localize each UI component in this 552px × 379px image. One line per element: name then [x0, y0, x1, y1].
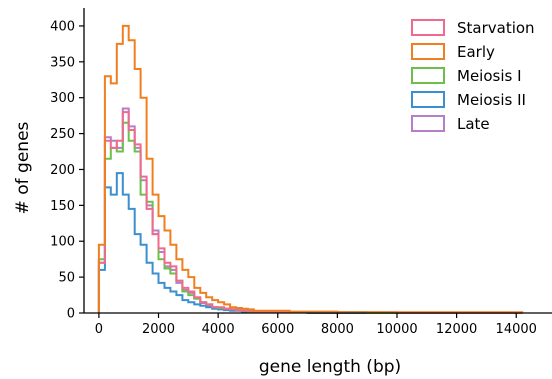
legend-label: Meiosis II: [457, 91, 526, 109]
x-tick-label: 6000: [261, 322, 294, 337]
x-tick-label: 14000: [496, 322, 537, 337]
x-tick-label: 0: [95, 322, 103, 337]
axes: [83, 8, 552, 314]
legend-label: Meiosis I: [457, 67, 522, 85]
x-tick-label: 2000: [142, 322, 175, 337]
legend-swatch: [411, 19, 445, 36]
y-tick-label: 250: [50, 127, 75, 142]
y-tick-label: 300: [50, 91, 75, 106]
plot-area: [97, 24, 524, 314]
series-line-early: [97, 24, 524, 314]
y-axis-title: # of genes: [13, 121, 33, 214]
y-tick-label: 150: [50, 199, 75, 214]
legend-label: Early: [457, 43, 495, 61]
legend-label: Late: [457, 115, 490, 133]
y-tick-label: 100: [50, 235, 75, 250]
x-axis-title: gene length (bp): [259, 357, 401, 377]
legend: Starvation Early Meiosis I Meiosis II Late: [411, 19, 535, 133]
x-ticks: 0 2000 4000 6000 8000 10000 12000 14000: [95, 313, 537, 337]
legend-swatch: [411, 43, 445, 60]
legend-label: Starvation: [457, 19, 535, 37]
y-tick-label: 0: [67, 307, 75, 322]
x-tick-label: 12000: [436, 322, 477, 337]
x-tick-label: 4000: [202, 322, 235, 337]
series-line-meiosis-i: [97, 121, 523, 314]
y-tick-label: 350: [50, 55, 75, 70]
y-tick-label: 50: [58, 271, 75, 286]
x-tick-label: 8000: [321, 322, 354, 337]
series-line-meiosis-ii: [97, 172, 523, 314]
legend-swatch: [411, 115, 445, 132]
legend-swatch: [411, 67, 445, 84]
y-tick-label: 200: [50, 163, 75, 178]
y-tick-label: 400: [50, 19, 75, 34]
y-ticks: 0 50 100 150 200 250 300 350 400: [50, 19, 84, 322]
x-tick-label: 10000: [376, 322, 417, 337]
legend-swatch: [411, 91, 445, 108]
